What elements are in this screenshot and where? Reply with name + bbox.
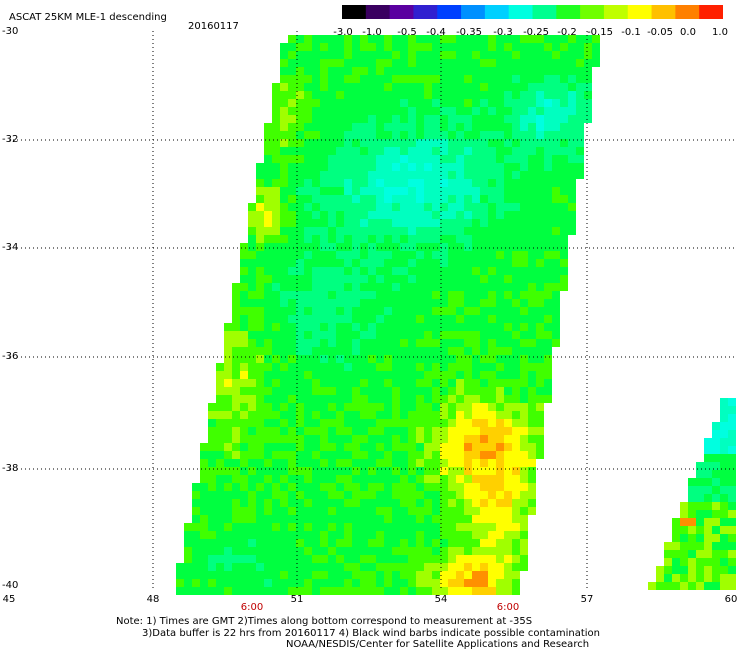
x-label: 54: [434, 594, 448, 605]
x-label: 48: [146, 594, 160, 605]
colorbar: [342, 5, 723, 19]
colorbar-swatch: [556, 5, 581, 19]
graticule: [9, 31, 735, 590]
colorbar-swatch: [461, 5, 486, 19]
colorbar-label: -1.0: [362, 27, 382, 38]
colorbar-label: 1.0: [712, 27, 728, 38]
colorbar-label: -0.05: [647, 27, 673, 38]
colorbar-swatch: [627, 5, 653, 19]
x-label: 51: [290, 594, 304, 605]
colorbar-swatch: [580, 5, 605, 19]
note-line-1: Note: 1) Times are GMT 2)Times along bot…: [116, 616, 533, 627]
note-line-2: 3)Data buffer is 22 hrs from 20160117 4)…: [142, 628, 600, 639]
colorbar-swatch: [532, 5, 557, 19]
y-label: -30: [2, 26, 19, 37]
colorbar-swatch: [365, 5, 391, 19]
colorbar-swatch: [675, 5, 700, 19]
colorbar-swatch: [699, 5, 723, 19]
colorbar-swatch: [508, 5, 534, 19]
colorbar-label: 0.0: [680, 27, 696, 38]
colorbar-swatch: [603, 5, 629, 19]
colorbar-label: -0.2: [557, 27, 577, 38]
colorbar-label: -0.25: [523, 27, 549, 38]
y-label: -38: [2, 463, 19, 474]
x-label: 45: [2, 594, 16, 605]
plot-title: ASCAT 25KM MLE-1 descending: [9, 12, 167, 23]
y-label: -34: [2, 242, 19, 253]
note-line-3: NOAA/NESDIS/Center for Satellite Applica…: [286, 639, 590, 650]
y-label: -40: [2, 580, 19, 591]
colorbar-label: -0.5: [397, 27, 417, 38]
colorbar-label: -0.35: [456, 27, 482, 38]
data-cells: [176, 35, 736, 595]
colorbar-label: -0.15: [587, 27, 613, 38]
time-label: 6:00: [240, 602, 264, 613]
colorbar-label: -0.3: [493, 27, 513, 38]
colorbar-swatch: [342, 5, 367, 19]
colorbar-swatch: [437, 5, 462, 19]
y-label: -32: [2, 134, 19, 145]
colorbar-swatch: [389, 5, 415, 19]
colorbar-swatch: [651, 5, 676, 19]
colorbar-label: -0.1: [621, 27, 641, 38]
plot-date: 20160117: [188, 21, 239, 32]
y-label: -36: [2, 351, 19, 362]
x-label: 60: [724, 594, 738, 605]
time-label: 6:00: [496, 602, 520, 613]
x-label: 57: [580, 594, 594, 605]
colorbar-swatch: [413, 5, 438, 19]
colorbar-label: -0.4: [426, 27, 446, 38]
colorbar-label: -3.0: [333, 27, 353, 38]
colorbar-swatch: [484, 5, 510, 19]
